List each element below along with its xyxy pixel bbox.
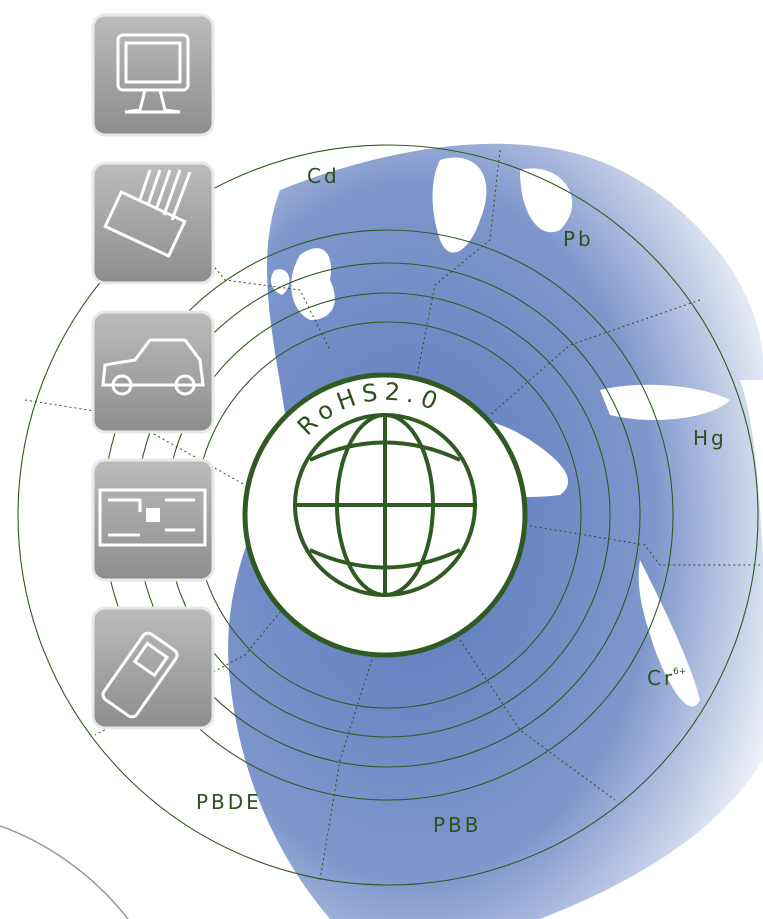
- substance-labels: Cd Pb Hg Cr 6+ PBB PBDE: [196, 164, 727, 837]
- substance-superscript: 6+: [673, 667, 686, 677]
- emblem: RoHS2.0: [242, 372, 528, 658]
- substance-label: Hg: [693, 426, 727, 450]
- substance-label: PBDE: [196, 790, 262, 814]
- substance-label: Pb: [563, 227, 594, 251]
- edge-line: [0, 825, 129, 919]
- device-icons: [91, 13, 215, 730]
- substance-label: PBB: [433, 813, 482, 837]
- substance-label: Cr: [647, 666, 675, 690]
- substance-label: Cd: [307, 164, 340, 188]
